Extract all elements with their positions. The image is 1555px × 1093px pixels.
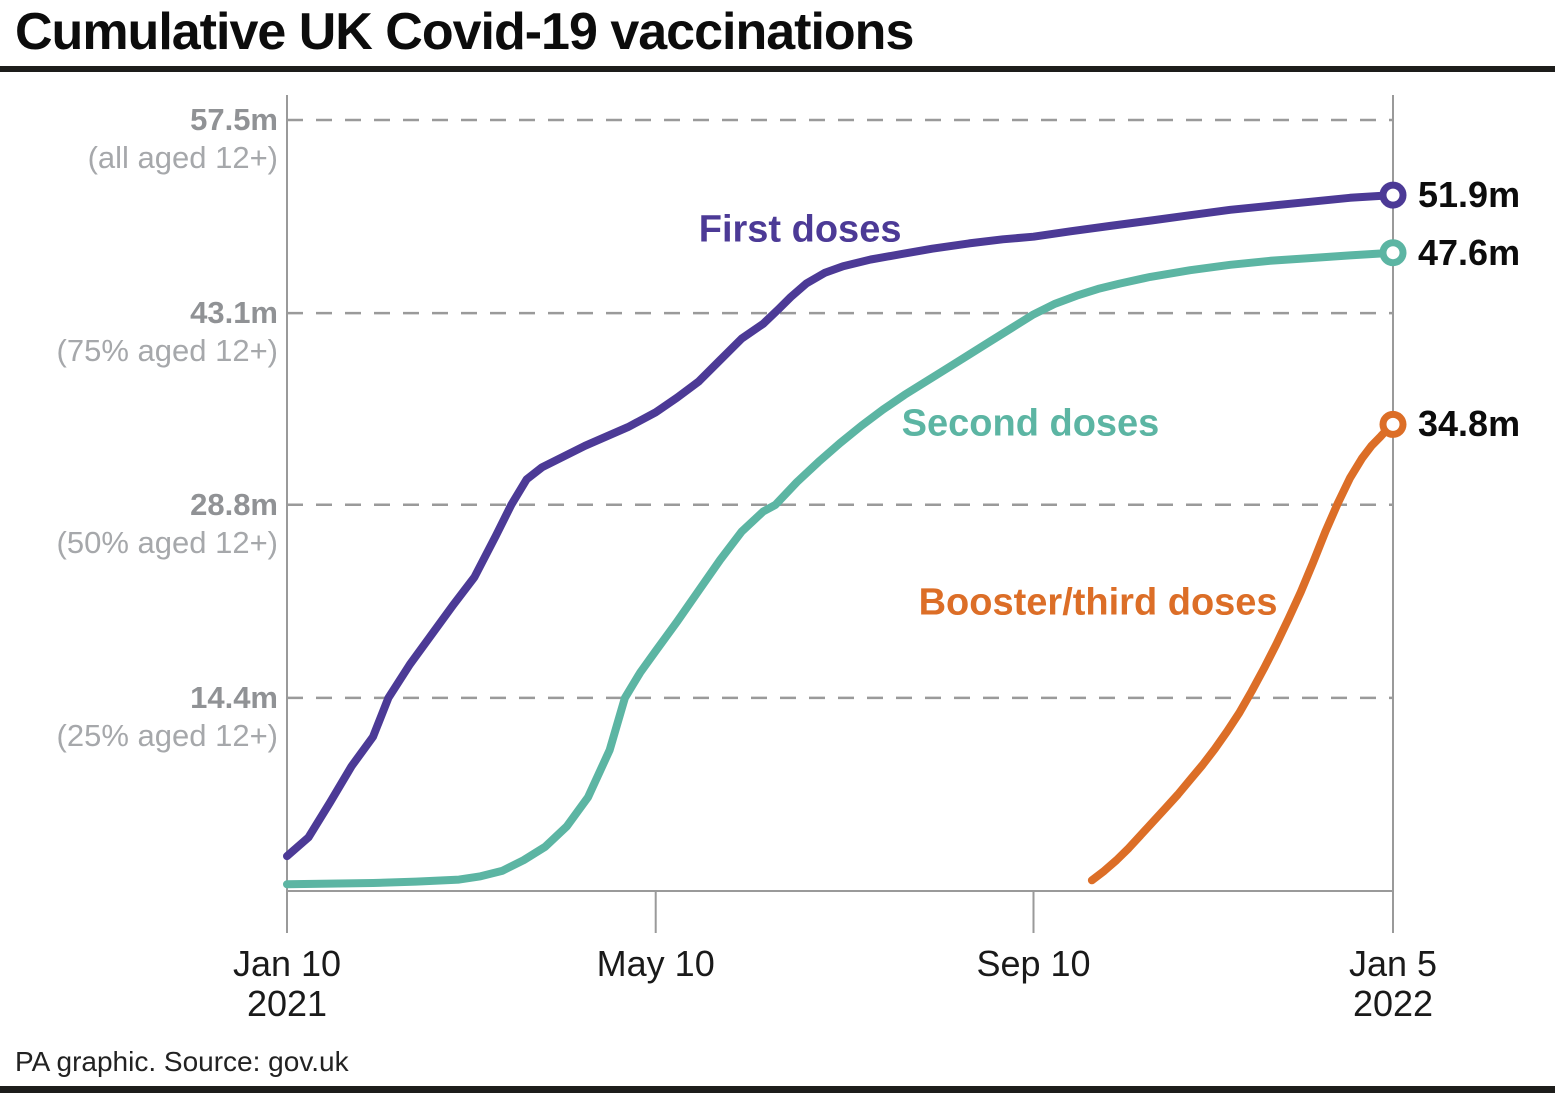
series-line-second-doses xyxy=(283,248,1397,889)
end-marker-second-doses xyxy=(1379,239,1407,267)
title-divider xyxy=(0,66,1555,72)
series-line-booster-doses xyxy=(1087,420,1397,885)
end-marker-first-doses xyxy=(1379,181,1407,209)
end-marker-booster-doses xyxy=(1379,410,1407,438)
page-title: Cumulative UK Covid-19 vaccinations xyxy=(15,3,914,61)
source-credit: PA graphic. Source: gov.uk xyxy=(15,1046,349,1077)
series-line-first-doses xyxy=(283,191,1397,861)
footer-divider xyxy=(0,1086,1555,1093)
